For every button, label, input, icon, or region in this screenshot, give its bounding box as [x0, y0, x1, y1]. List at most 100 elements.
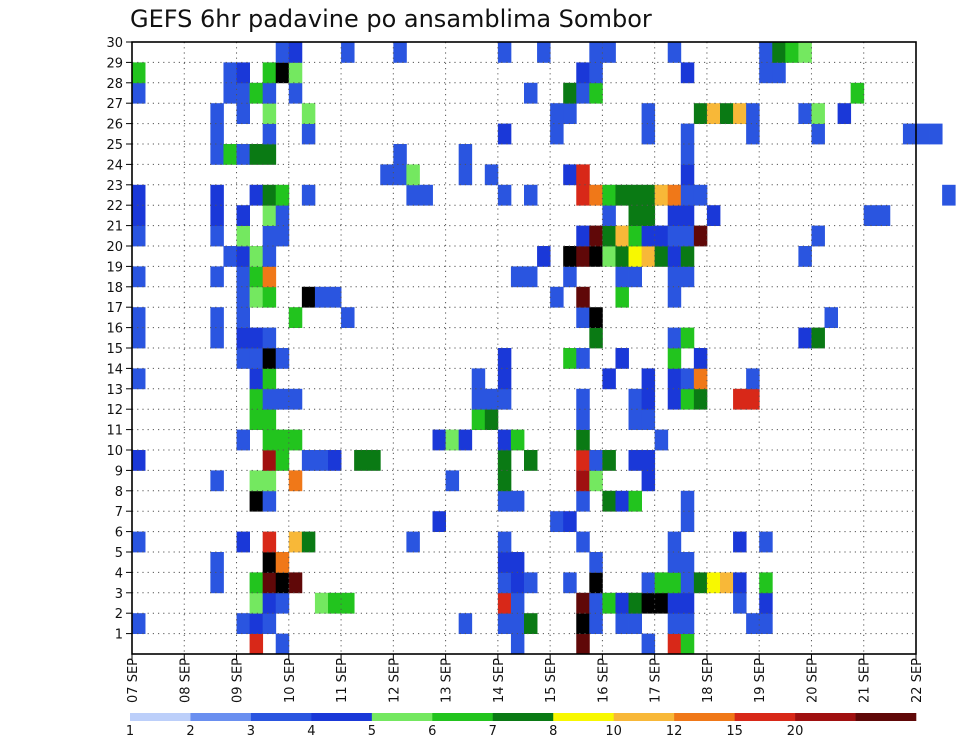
heatmap-cell: [288, 62, 303, 84]
heatmap-cell: [275, 552, 290, 573]
y-tick-label: 11: [106, 424, 123, 439]
y-tick-label: 13: [106, 383, 123, 398]
heatmap-cell: [497, 470, 512, 492]
heatmap-cell: [510, 429, 525, 451]
heatmap-cell: [236, 613, 250, 634]
heatmap-cell: [223, 144, 237, 165]
heatmap-cell: [902, 123, 917, 145]
heatmap-cell: [602, 592, 616, 614]
heatmap-cell: [262, 572, 277, 594]
heatmap-cell: [615, 246, 629, 267]
heatmap-cell: [275, 592, 290, 614]
x-tick-label: 22 SEP: [910, 658, 925, 703]
heatmap-cell: [563, 511, 577, 532]
colorbar-label: 5: [368, 724, 376, 739]
heatmap-cell: [576, 286, 590, 308]
heatmap-cell: [288, 42, 303, 63]
heatmap-cell: [746, 388, 760, 410]
colorbar-label: 12: [666, 724, 683, 739]
heatmap-cell: [798, 327, 812, 349]
heatmap-cell: [667, 184, 682, 206]
heatmap-cell: [589, 450, 603, 471]
y-tick-label: 27: [106, 97, 123, 112]
heatmap-cell: [132, 307, 146, 328]
heatmap-cell: [916, 123, 930, 145]
colorbar-swatch: [553, 713, 614, 721]
heatmap-cell: [262, 470, 277, 492]
heatmap-cell: [132, 82, 146, 104]
heatmap-cell: [497, 450, 512, 471]
heatmap-cell: [641, 388, 656, 410]
heatmap-cell: [132, 62, 146, 84]
heatmap-cell: [589, 592, 603, 614]
heatmap-cell: [249, 144, 264, 165]
heatmap-cell: [262, 225, 277, 247]
heatmap-cell: [641, 633, 656, 655]
heatmap-cell: [249, 266, 264, 288]
heatmap-cell: [314, 592, 329, 614]
x-tick-label: 16 SEP: [596, 658, 611, 703]
heatmap-cell: [811, 123, 825, 145]
heatmap-cell: [236, 205, 250, 226]
heatmap-cell: [589, 246, 603, 267]
colorbar-label: 20: [787, 724, 804, 739]
heatmap-cell: [628, 388, 642, 410]
heatmap-cell: [210, 552, 224, 573]
colorbar-legend: 1 2 3 4 5 6 7 8 10 12 15 20: [126, 713, 917, 739]
heatmap-cell: [249, 348, 264, 369]
heatmap-cell: [654, 592, 669, 614]
y-tick-label: 30: [106, 36, 123, 51]
heatmap-cell: [706, 205, 721, 226]
heatmap-cell: [667, 552, 682, 573]
y-tick-label: 3: [115, 587, 123, 602]
heatmap-cell: [811, 225, 825, 247]
y-tick-label: 15: [106, 342, 123, 357]
x-tick-label: 09 SEP: [231, 658, 246, 703]
heatmap-cell: [262, 592, 277, 614]
heatmap-cell: [262, 246, 277, 267]
heatmap-cell: [576, 490, 590, 512]
heatmap-cell: [589, 42, 603, 63]
heatmap-cell: [589, 62, 603, 84]
heatmap-cell: [615, 613, 629, 634]
heatmap-cell: [680, 225, 695, 247]
heatmap-cell: [667, 531, 682, 553]
heatmap-cell: [236, 327, 250, 349]
heatmap-cell: [602, 225, 616, 247]
heatmap-cell: [667, 572, 682, 594]
heatmap-cell: [497, 348, 512, 369]
heatmap-cell: [510, 490, 525, 512]
heatmap-cell: [589, 307, 603, 328]
heatmap-cell: [759, 592, 773, 614]
y-tick-label: 7: [115, 505, 123, 520]
heatmap-cell: [615, 225, 629, 247]
heatmap-cell: [667, 286, 682, 308]
heatmap-cell: [132, 225, 146, 247]
heatmap-cell: [262, 490, 277, 512]
heatmap-cell: [576, 450, 590, 471]
heatmap-cell: [706, 103, 721, 124]
heatmap-cell: [589, 470, 603, 492]
y-tick-label: 21: [106, 220, 123, 235]
heatmap-cell: [445, 470, 460, 492]
heatmap-cell: [262, 429, 277, 451]
heatmap-cell: [262, 286, 277, 308]
colorbar-label: 4: [307, 724, 315, 739]
heatmap-cell: [223, 82, 237, 104]
heatmap-cell: [236, 429, 250, 451]
heatmap-cell: [641, 572, 656, 594]
colorbar-label: 2: [186, 724, 194, 739]
heatmap-cell: [236, 266, 250, 288]
heatmap-cell: [328, 450, 342, 471]
y-tick-label: 23: [106, 179, 123, 194]
x-tick-label: 19 SEP: [753, 658, 768, 703]
heatmap-cell: [680, 246, 695, 267]
heatmap-cell: [759, 62, 773, 84]
heatmap-cell: [667, 633, 682, 655]
heatmap-cell: [210, 327, 224, 349]
heatmap-cell: [288, 388, 303, 410]
heatmap-cell: [471, 388, 486, 410]
heatmap-cell: [275, 184, 290, 206]
heatmap-cell: [262, 450, 277, 471]
heatmap-cell: [693, 368, 708, 390]
